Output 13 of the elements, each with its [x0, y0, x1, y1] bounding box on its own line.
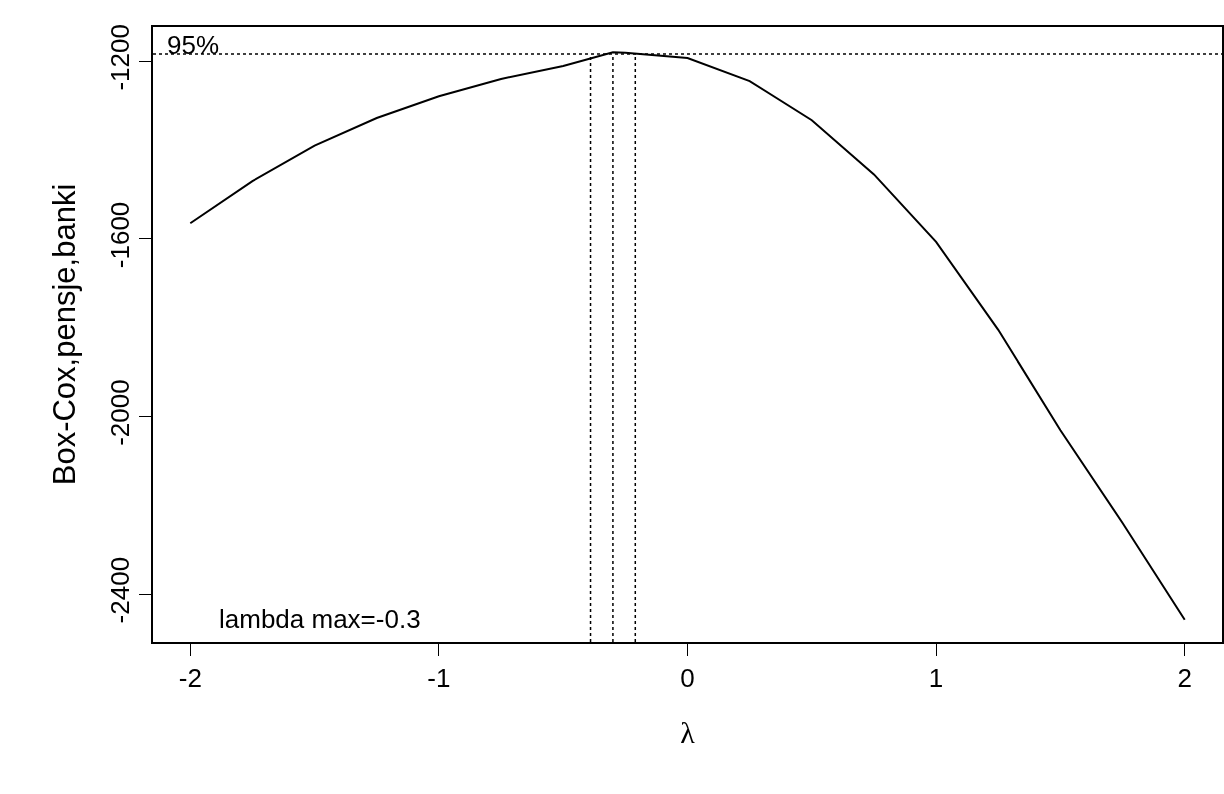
y-tick-label: -2000 — [104, 379, 135, 446]
x-tick-label: 2 — [1177, 662, 1192, 693]
x-tick-label: -1 — [427, 662, 451, 693]
y-axis-title: Box-Cox,pensje,banki — [47, 183, 82, 486]
y-tick-label: -1600 — [104, 201, 135, 269]
annotation: lambda max=-0.3 — [219, 604, 421, 634]
y-tick-label: -2400 — [104, 556, 135, 624]
annotation: 95% — [167, 30, 220, 60]
y-tick-label: -1200 — [104, 24, 135, 91]
x-tick-label: 0 — [680, 662, 695, 693]
x-tick-label: -2 — [178, 662, 202, 693]
x-axis-title: λ — [680, 715, 696, 749]
x-tick-label: 1 — [928, 662, 944, 693]
